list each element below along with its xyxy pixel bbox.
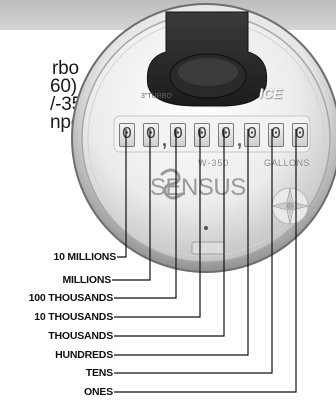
- place-label-millions: MILLIONS: [62, 274, 111, 286]
- register-digit: 0: [119, 123, 135, 147]
- register-comma: ,: [162, 130, 168, 150]
- place-label-100-thousands: 100 THOUSANDS: [28, 292, 114, 304]
- brand-logo: SENSUS: [150, 174, 246, 201]
- description-line-2: 60): [50, 76, 77, 97]
- register-comma: ,: [237, 130, 243, 150]
- place-label-tens: TENS: [85, 367, 113, 379]
- meter-units-label: GALLONS: [264, 158, 311, 168]
- register-digit: 0: [292, 123, 308, 147]
- place-label-hundreds: HUNDREDS: [55, 349, 113, 361]
- register-digit: 0: [143, 123, 159, 147]
- meter-size-label: 3"TURBO: [141, 93, 172, 100]
- place-label-thousands: THOUSANDS: [48, 330, 113, 342]
- place-label-10-thousands: 10 THOUSANDS: [34, 311, 113, 323]
- register-digit: 0: [218, 123, 234, 147]
- ice-logo: ICE: [259, 85, 283, 101]
- register-digit: 0: [268, 123, 284, 147]
- register-digit: 0: [244, 123, 260, 147]
- place-label-10-millions: 10 MILLIONS: [53, 251, 116, 263]
- register-digit: 0: [170, 123, 186, 147]
- meter-model-label: W-350: [198, 158, 230, 168]
- description-line-1: rbo: [52, 58, 79, 79]
- register-digit: 0: [194, 123, 210, 147]
- water-meter-photo: 3"TURBO ICE W-350 GALLONS SENSUS 0 0 , 0…: [70, 2, 336, 292]
- meter-body-graphic: [71, 3, 336, 273]
- place-label-ones: ONES: [84, 386, 113, 398]
